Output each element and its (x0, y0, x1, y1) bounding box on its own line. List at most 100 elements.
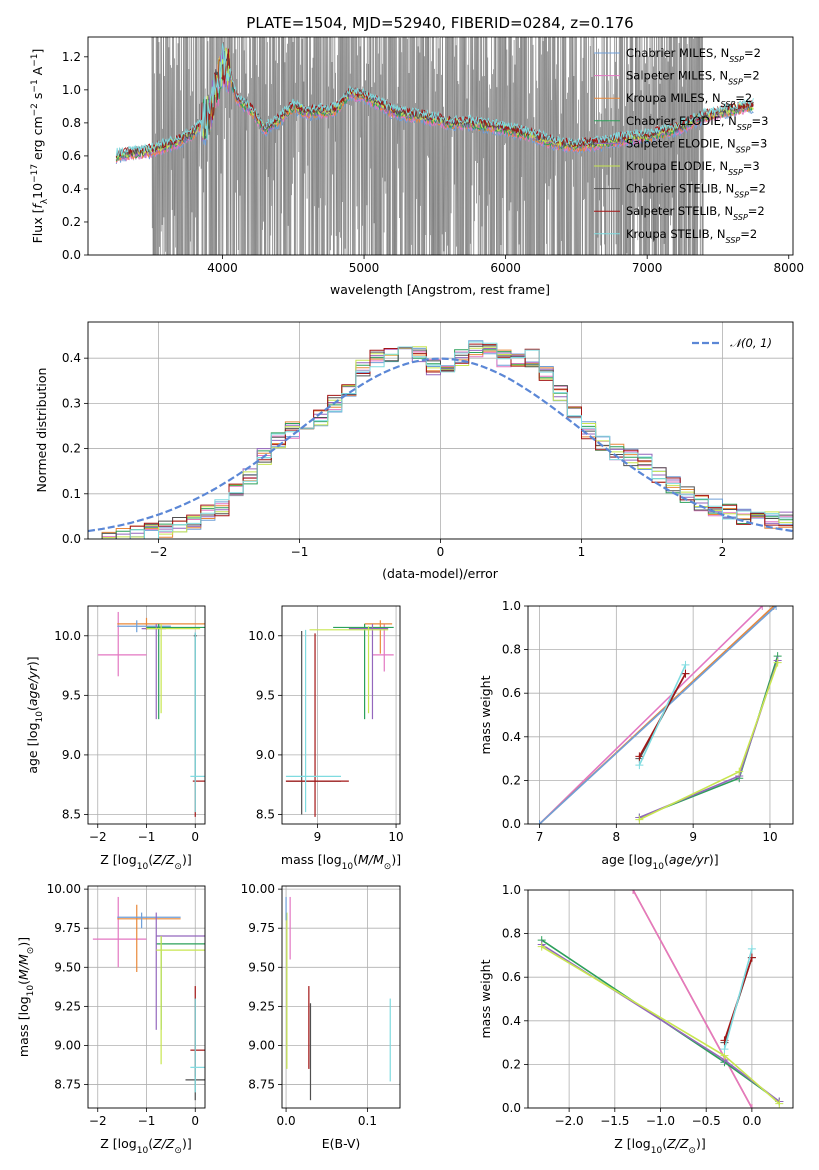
y-axis-label: mass weight (478, 675, 493, 754)
series-marker (747, 1104, 756, 1108)
model-kroupa-stelib (115, 43, 754, 157)
y-tick-label: 0.4 (62, 182, 81, 196)
y-tick-label: 1.0 (502, 883, 521, 897)
y-axis-label-part: 10 (30, 183, 45, 199)
y-axis-label: Normed distribution (34, 368, 49, 493)
x-tick-label: 0 (191, 830, 199, 844)
series-marker (535, 820, 544, 824)
plot-area-mass-vs-Z (88, 886, 205, 1108)
x-axis-label-part: ( (353, 852, 358, 867)
y-tick-label: 9.0 (256, 748, 275, 762)
series-marker (775, 1099, 784, 1108)
series-marker (635, 752, 644, 761)
legend-suffix: =3 (743, 159, 760, 173)
x-axis-label-part: 10 (137, 862, 149, 872)
x-tick-label: 0.1 (358, 1114, 377, 1128)
axes-age-vs-Z: −2 −1 08.59.09.510.0Z [log10(Z/Z⊙)]age [lo… (25, 605, 206, 872)
series-marker (758, 606, 767, 610)
x-tick-label: 10 (388, 830, 403, 844)
x-tick-label: −1 (291, 545, 309, 559)
legend-sub: SSP (726, 235, 741, 244)
y-axis-label-part: ⊙ (26, 947, 36, 955)
y-axis-label-part: −17 (30, 164, 40, 183)
plot-area-weight-vs-Z (528, 890, 793, 1108)
axes-frame (87, 321, 794, 540)
x-axis-label-part: )] (696, 1136, 706, 1151)
y-axis-label-part: mass weight (478, 959, 493, 1038)
legend-label: Salpeter MILES, N (626, 69, 728, 83)
x-axis-label-part: Z/Z (152, 852, 175, 867)
x-tick-label: 9 (689, 830, 697, 844)
y-axis-label-part: A (30, 66, 45, 79)
y-tick-label: 0.0 (502, 817, 521, 831)
series-kroupa-stelib (638, 664, 687, 766)
legend-sub: SSP (721, 100, 736, 109)
plot-area-age-vs-mass (282, 606, 400, 824)
y-tick-label: 0.2 (62, 442, 81, 456)
y-tick-label: 1.2 (62, 50, 81, 64)
x-axis-label-part: ( (148, 852, 153, 867)
y-tick-label: 0.3 (62, 396, 81, 410)
x-tick-label: 0 (191, 1114, 199, 1128)
model-chabrier-elodie (115, 53, 754, 162)
x-tick-label: 0.0 (277, 1114, 296, 1128)
x-axis-label-part: )] (391, 852, 401, 867)
y-tick-label: 9.75 (54, 921, 81, 935)
legend-sub: SSP (733, 213, 748, 222)
x-tick-label: 6000 (490, 261, 521, 275)
plot-area-age-vs-Z (88, 606, 205, 824)
plot-area-residuals (88, 322, 793, 539)
series-marker (772, 606, 781, 610)
x-axis-label-part: Z [log (100, 852, 136, 867)
series-salpeter-miles (538, 606, 763, 824)
x-tick-label: −2 (150, 545, 168, 559)
series-salpeter-elodie (639, 660, 779, 819)
x-axis-label-part: age/yr (669, 852, 710, 867)
axes-mass-vs-ebv: 0.0 0.1 8.75 9.00 9.25 9.50 9.75 10.00 E(B-V) (241, 882, 401, 1151)
x-axis-label-part: ( (148, 1136, 153, 1151)
x-axis-label-part: mass [log (281, 852, 342, 867)
y-axis-label: Flux [fλ10−17 erg cm−2 s−1 A−1] (30, 49, 50, 244)
y-tick-label: 8.5 (256, 807, 275, 821)
x-axis-label-part: age [log (601, 852, 652, 867)
x-axis-label: Z [log10(Z/Z⊙)] (100, 852, 191, 872)
y-tick-label: 0.8 (502, 927, 521, 941)
y-axis-label-part: −1 (30, 79, 40, 92)
legend-suffix: =2 (748, 204, 765, 218)
legend-label: Kroupa ELODIE, N (626, 159, 728, 173)
x-tick-label: 8 (613, 830, 621, 844)
y-tick-label: 9.25 (54, 999, 81, 1013)
legend-label: 𝒩(0, 1) (730, 336, 772, 350)
hist-chabrier-miles (88, 340, 793, 539)
series-marker (735, 767, 744, 776)
y-tick-label: 8.5 (62, 807, 81, 821)
x-axis-label-part: wavelength [Angstrom, rest frame] (330, 282, 550, 297)
y-tick-label: 0.0 (502, 1101, 521, 1115)
legend-suffix: =2 (740, 227, 757, 241)
y-tick-label: 10.00 (241, 882, 275, 896)
series-kroupa-stelib (723, 948, 753, 1050)
legend-entry: Kroupa ELODIE, NSSP=3 (626, 159, 760, 177)
y-axis-label-part: M/M (16, 954, 31, 980)
axes-frame (527, 605, 794, 825)
series-marker (629, 890, 638, 894)
x-axis-label-part: )] (182, 852, 192, 867)
y-tick-label: 0.6 (62, 149, 81, 163)
y-axis-label-part: −2 (30, 103, 40, 116)
y-tick-label: 0.6 (502, 970, 521, 984)
x-tick-label: −2.0 (555, 1114, 584, 1128)
x-tick-label: −0.5 (692, 1114, 721, 1128)
x-axis-label: mass [log10(M/M⊙)] (281, 852, 401, 872)
x-tick-label: 0.0 (742, 1114, 761, 1128)
x-tick-label: −2 (89, 830, 107, 844)
y-axis-label-part: 10 (26, 985, 36, 997)
y-tick-label: 10.0 (248, 629, 275, 643)
legend-entry: Kroupa STELIB, NSSP=2 (626, 227, 757, 245)
y-axis-label-part: Flux [ (30, 209, 45, 244)
legend-sub: SSP (729, 55, 744, 64)
legend-label: Salpeter STELIB, N (626, 204, 733, 218)
y-axis-label-part: ( (16, 980, 31, 985)
y-tick-label: 9.00 (248, 1038, 275, 1052)
y-tick-label: 8.75 (248, 1078, 275, 1092)
